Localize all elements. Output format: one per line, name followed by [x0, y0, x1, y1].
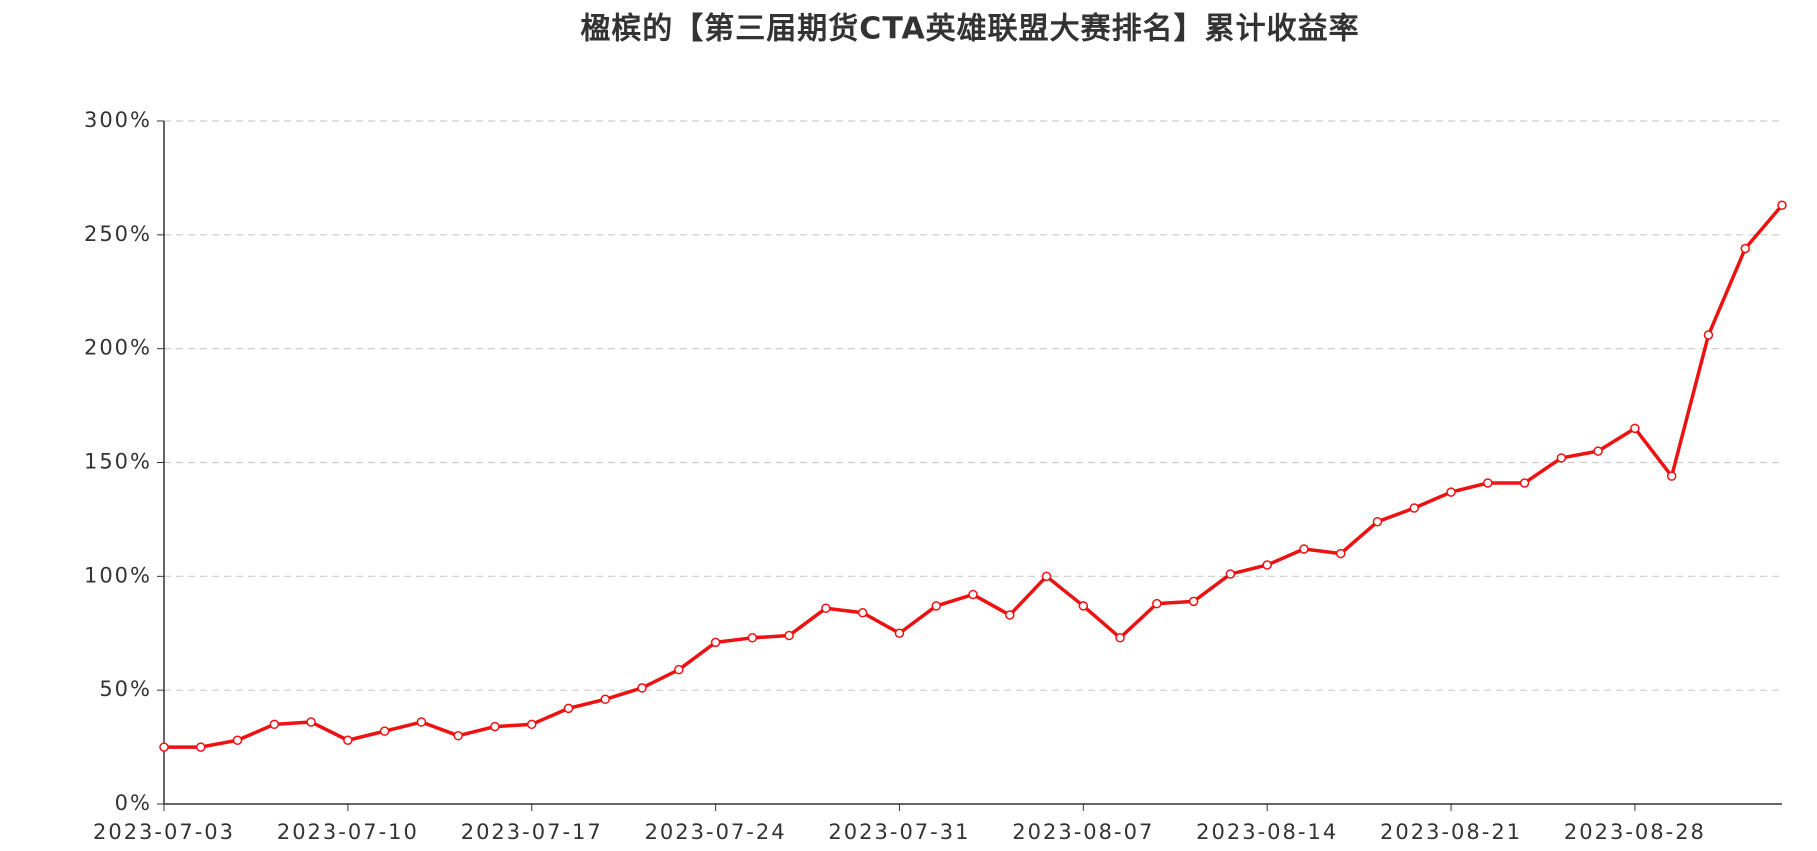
point [894, 628, 905, 638]
point [490, 721, 500, 732]
point [821, 603, 831, 613]
point [1078, 601, 1089, 611]
point [1372, 516, 1383, 527]
point [1630, 423, 1640, 434]
y-tick-label: 200% [84, 336, 152, 360]
x-tick-label: 2023-07-31 [828, 820, 970, 844]
point [600, 694, 611, 705]
point [196, 742, 206, 752]
y-tick-label: 50% [99, 677, 152, 701]
point [1666, 471, 1677, 481]
x-tick-label: 2023-07-24 [645, 820, 787, 844]
point [416, 717, 427, 727]
x-tick-label: 2023-07-03 [93, 820, 235, 844]
point [1556, 453, 1567, 463]
point [1409, 503, 1420, 513]
point [1593, 446, 1603, 456]
x-tick-label: 2023-08-28 [1564, 820, 1706, 844]
point [1703, 330, 1714, 340]
point [1483, 478, 1493, 488]
line-series [164, 204, 1784, 749]
point [269, 719, 280, 730]
y-tick-label: 100% [84, 563, 152, 587]
point [747, 633, 758, 643]
x-tick-label: 2023-08-21 [1380, 820, 1522, 844]
point [232, 735, 243, 746]
point [1262, 560, 1272, 570]
point [710, 637, 721, 648]
point [1152, 598, 1162, 609]
point [1225, 569, 1236, 579]
point [343, 735, 353, 746]
point [637, 683, 647, 693]
point [306, 717, 316, 727]
y-tick-label: 150% [84, 450, 152, 474]
point [857, 608, 868, 618]
y-tick-label: 300% [84, 108, 152, 132]
point [1115, 633, 1125, 643]
x-tick-label: 2023-07-17 [461, 820, 603, 844]
point [784, 630, 794, 641]
point [1041, 571, 1052, 582]
point [674, 664, 684, 675]
point [1299, 544, 1309, 554]
point [1005, 610, 1015, 620]
point [379, 726, 390, 736]
x-tick-label: 2023-08-14 [1196, 820, 1338, 844]
point [1519, 478, 1530, 488]
point [563, 703, 574, 714]
point [453, 730, 463, 741]
y-tick-label: 0% [115, 791, 152, 815]
point [931, 601, 941, 611]
point [968, 589, 978, 600]
x-tick-label: 2023-08-07 [1012, 820, 1154, 844]
point [159, 742, 169, 752]
point [1335, 548, 1346, 559]
chart-title: 楹槟的【第三届期货CTA英雄联盟大赛排名】累计收益率 [580, 12, 1359, 47]
point [526, 719, 537, 730]
point [1446, 487, 1456, 497]
point [1188, 596, 1199, 607]
point [1777, 200, 1787, 210]
point [1740, 243, 1750, 254]
x-tick-label: 2023-07-10 [277, 820, 419, 844]
y-tick-label: 250% [84, 222, 152, 246]
